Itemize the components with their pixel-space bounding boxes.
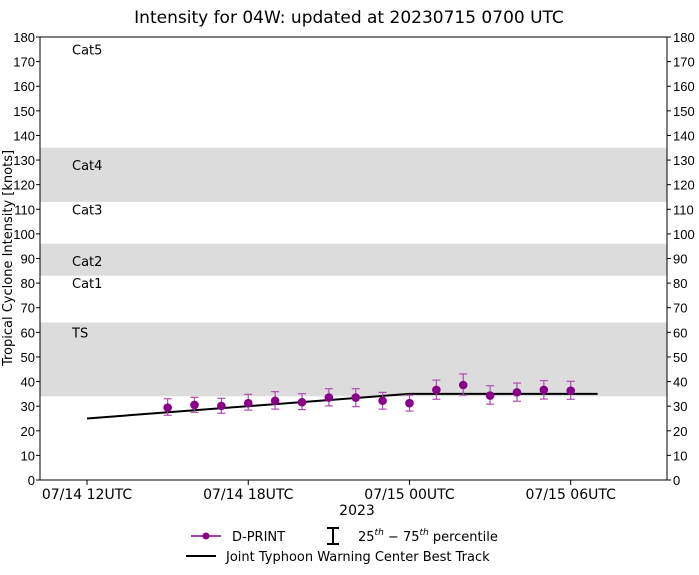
band-label-cat5: Cat5 xyxy=(72,43,102,58)
y-tick-label-right: 90 xyxy=(673,252,687,267)
band-label-cat4: Cat4 xyxy=(72,159,102,174)
y-tick-label-left: 80 xyxy=(21,276,35,291)
dprint-point xyxy=(243,393,253,411)
dprint-marker xyxy=(458,380,468,390)
dprint-marker xyxy=(217,401,226,411)
band-label-cat1: Cat1 xyxy=(72,277,102,292)
y-tick-label-right: 10 xyxy=(673,448,687,463)
x-tick-label: 07/15 00UTC xyxy=(364,487,455,503)
dprint-point xyxy=(566,380,576,400)
dprint-marker xyxy=(163,403,172,412)
dprint-marker xyxy=(512,388,522,397)
y-tick-label-right: 70 xyxy=(673,301,687,316)
dprint-point xyxy=(512,382,522,402)
y-tick-label-right: 40 xyxy=(673,375,687,390)
y-tick-label-left: 70 xyxy=(21,301,35,316)
x-axis-label: 2023 xyxy=(339,503,375,519)
dprint-point xyxy=(485,385,495,405)
legend-dprint-label: D-PRINT xyxy=(232,530,285,545)
chart-title: Intensity for 04W: updated at 20230715 0… xyxy=(134,8,564,28)
dprint-marker xyxy=(405,398,414,408)
band-label-cat3: Cat3 xyxy=(72,203,102,218)
y-tick-label-left: 140 xyxy=(13,128,35,143)
y-tick-label-left: 110 xyxy=(14,202,35,217)
y-tick-label-right: 110 xyxy=(673,202,694,217)
band-cat2 xyxy=(40,243,667,276)
dprint-point xyxy=(405,394,414,412)
dprint-marker xyxy=(297,397,307,407)
band-label-cat2: Cat2 xyxy=(72,255,102,270)
y-axis-label: Tropical Cyclone Intensity [knots] xyxy=(1,150,16,367)
dprint-marker xyxy=(432,385,441,395)
y-tick-label-left: 90 xyxy=(21,252,35,267)
y-tick-label-left: 120 xyxy=(13,178,35,193)
dprint-point xyxy=(217,397,226,414)
y-tick-label-right: 60 xyxy=(673,325,687,340)
dprint-marker xyxy=(243,398,253,408)
y-tick-label-right: 160 xyxy=(673,79,695,94)
y-tick-label-left: 60 xyxy=(21,325,35,340)
dprint-marker xyxy=(566,386,576,395)
dprint-marker xyxy=(190,400,199,410)
dprint-point xyxy=(351,388,361,408)
dprint-point xyxy=(163,398,172,416)
y-tick-label-right: 20 xyxy=(673,424,687,439)
y-tick-label-left: 100 xyxy=(13,227,35,242)
x-tick-label: 07/15 06UTC xyxy=(526,487,617,503)
dprint-marker xyxy=(270,396,280,406)
y-tick-label-right: 30 xyxy=(673,399,687,414)
y-tick-label-left: 0 xyxy=(28,473,35,488)
y-tick-label-right: 0 xyxy=(673,473,680,488)
y-tick-label-right: 80 xyxy=(673,276,687,291)
dprint-marker xyxy=(378,396,387,406)
band-label-ts: TS xyxy=(71,326,88,341)
legend: D-PRINT 25th − 75th percentile Joint Typ… xyxy=(186,527,498,565)
dprint-point xyxy=(378,391,387,410)
legend-percentile-label: 25th − 75th percentile xyxy=(358,528,498,545)
dprint-point xyxy=(458,373,468,396)
dprint-marker xyxy=(485,391,495,400)
x-tick-label: 07/14 12UTC xyxy=(42,487,133,503)
dprint-point xyxy=(432,379,441,400)
dprint-marker xyxy=(539,385,549,395)
y-tick-label-right: 50 xyxy=(673,350,687,365)
y-tick-label-right: 120 xyxy=(673,178,695,193)
y-tick-label-left: 150 xyxy=(13,104,35,119)
legend-besttrack-label: Joint Typhoon Warning Center Best Track xyxy=(225,550,490,565)
dprint-point xyxy=(324,388,334,407)
y-tick-label-left: 160 xyxy=(13,79,35,94)
dprint-point xyxy=(190,396,199,413)
y-tick-label-right: 150 xyxy=(673,104,695,119)
y-tick-label-left: 130 xyxy=(13,153,35,168)
y-tick-label-right: 180 xyxy=(673,30,695,45)
legend-dprint-marker xyxy=(202,532,210,540)
y-tick-label-left: 50 xyxy=(21,350,35,365)
y-tick-label-right: 140 xyxy=(673,128,695,143)
y-tick-label-left: 30 xyxy=(21,399,35,414)
dprint-point xyxy=(539,379,549,400)
dprint-marker xyxy=(351,393,361,402)
y-tick-label-left: 170 xyxy=(13,55,35,70)
y-tick-label-left: 10 xyxy=(21,448,35,463)
legend-percentile-icon xyxy=(327,527,339,545)
y-tick-label-left: 20 xyxy=(21,424,35,439)
y-tick-label-left: 180 xyxy=(13,30,35,45)
dprint-point xyxy=(270,391,280,410)
band-cat4 xyxy=(40,147,667,202)
y-tick-label-right: 170 xyxy=(673,55,695,70)
dprint-point xyxy=(297,393,307,411)
dprint-marker xyxy=(324,393,334,402)
y-tick-label-right: 130 xyxy=(673,153,695,168)
y-tick-label-left: 40 xyxy=(21,375,35,390)
x-tick-label: 07/14 18UTC xyxy=(203,487,294,503)
band-ts xyxy=(40,322,667,397)
y-tick-label-right: 100 xyxy=(673,227,695,242)
